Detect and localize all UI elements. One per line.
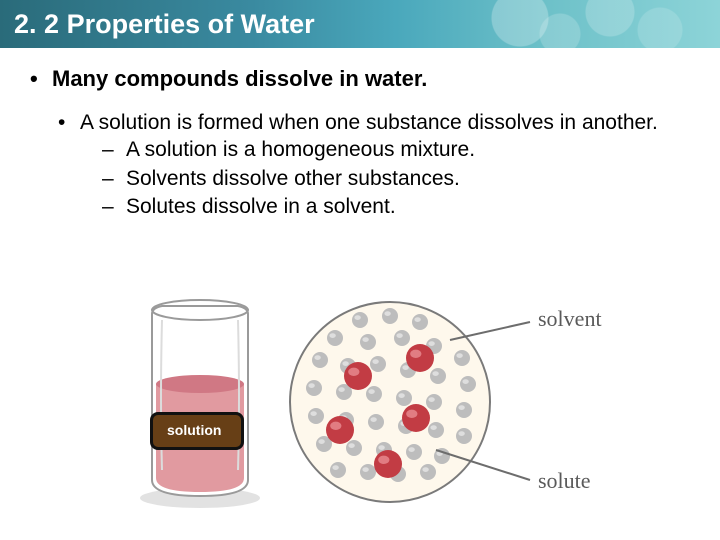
slide-header: 2. 2 Properties of Water: [0, 0, 720, 48]
solvent-particle: [370, 356, 386, 372]
sub-bullet: • A solution is formed when one substanc…: [58, 110, 690, 136]
solvent-particle: [394, 330, 410, 346]
solute-particle: [326, 416, 354, 444]
solvent-particle: [420, 464, 436, 480]
solvent-particle: [430, 368, 446, 384]
solvent-particle: [426, 394, 442, 410]
page-title: 2. 2 Properties of Water: [14, 9, 315, 40]
solvent-label: solvent: [538, 306, 602, 331]
list-item: – Solutes dissolve in a solvent.: [102, 193, 690, 221]
solvent-particle: [456, 428, 472, 444]
solvent-particle: [396, 390, 412, 406]
diagram-svg: solvent solute: [120, 280, 660, 520]
solvent-particle: [366, 386, 382, 402]
dash-text: A solution is a homogeneous mixture.: [126, 136, 475, 164]
solvent-particle: [360, 464, 376, 480]
slide-body: • Many compounds dissolve in water. • A …: [0, 48, 720, 221]
sub-bullet-text: A solution is formed when one substance …: [80, 110, 690, 136]
solvent-particle: [327, 330, 343, 346]
solvent-particle: [382, 308, 398, 324]
solvent-particle: [454, 350, 470, 366]
dash-mark: –: [102, 136, 126, 164]
solvent-particle: [406, 444, 422, 460]
dash-mark: –: [102, 165, 126, 193]
leader-line-solvent: [450, 322, 530, 340]
solvent-particle: [346, 440, 362, 456]
solvent-particle: [352, 312, 368, 328]
solute-particle: [374, 450, 402, 478]
section-title: Properties of Water: [67, 9, 315, 39]
solvent-particle: [456, 402, 472, 418]
list-item: – A solution is a homogeneous mixture.: [102, 136, 690, 164]
solute-particle: [344, 362, 372, 390]
dash-text: Solvents dissolve other substances.: [126, 165, 460, 193]
solution-badge-text: solution: [167, 422, 221, 438]
solute-particle: [402, 404, 430, 432]
beaker-icon: [152, 300, 248, 496]
solute-label: solute: [538, 468, 591, 493]
magnified-view: [290, 302, 490, 502]
main-bullet-text: Many compounds dissolve in water.: [52, 66, 427, 92]
solvent-particle: [460, 376, 476, 392]
solute-particle: [406, 344, 434, 372]
solvent-particle: [306, 380, 322, 396]
solvent-particle: [308, 408, 324, 424]
solvent-particle: [428, 422, 444, 438]
main-bullet: • Many compounds dissolve in water.: [30, 66, 690, 92]
bullet-dot: •: [30, 66, 52, 92]
dash-text: Solutes dissolve in a solvent.: [126, 193, 396, 221]
solvent-particle: [312, 352, 328, 368]
dash-list: – A solution is a homogeneous mixture. –…: [102, 136, 690, 221]
solution-badge: solution: [150, 412, 244, 450]
solvent-particle: [360, 334, 376, 350]
dash-mark: –: [102, 193, 126, 221]
section-number: 2. 2: [14, 9, 59, 39]
bullet-dot: •: [58, 110, 80, 136]
solvent-particle: [412, 314, 428, 330]
solvent-particle: [368, 414, 384, 430]
list-item: – Solvents dissolve other substances.: [102, 165, 690, 193]
solvent-particle: [330, 462, 346, 478]
solution-diagram: solvent solute solution: [120, 280, 660, 520]
